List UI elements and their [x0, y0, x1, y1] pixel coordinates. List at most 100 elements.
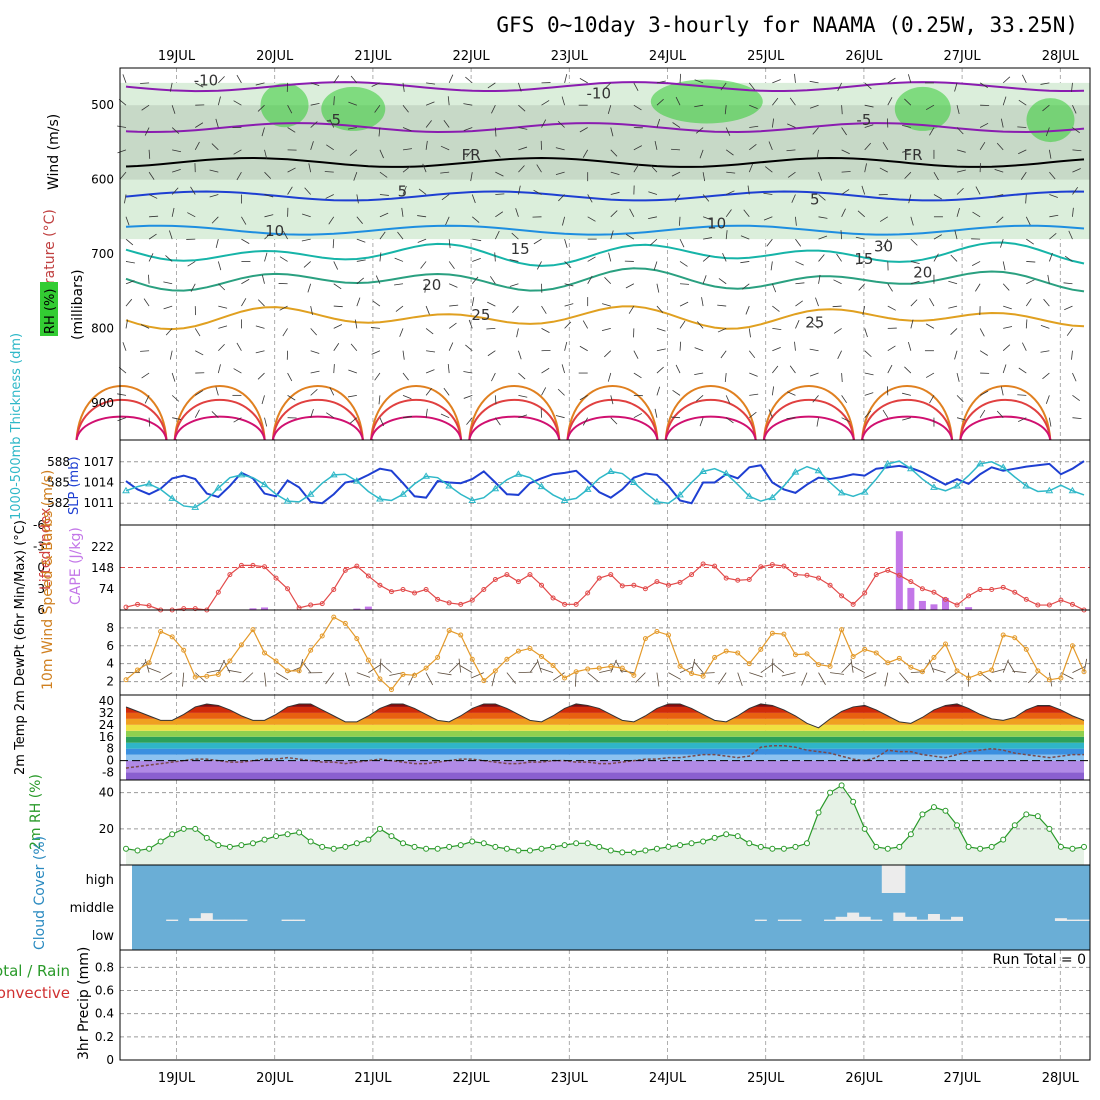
wind-barb — [1072, 127, 1080, 134]
rh-point — [573, 840, 580, 847]
lifted-index-point — [469, 597, 475, 603]
wind-barb — [425, 388, 432, 396]
wind-barb — [726, 190, 735, 195]
surface-wind-barb — [217, 659, 225, 673]
rh-point — [226, 843, 233, 850]
wind-barb — [996, 142, 1004, 151]
wind-barb — [425, 305, 430, 315]
wind-barb — [1042, 372, 1050, 380]
wind-barb — [679, 73, 682, 83]
wind-barb — [356, 297, 361, 307]
lifted-index-point — [608, 572, 614, 578]
lifted-index-point — [308, 602, 314, 608]
wind-barb — [832, 305, 842, 308]
wind-barb — [494, 395, 497, 405]
wind-barb — [1002, 364, 1007, 374]
wind-barb — [679, 283, 690, 285]
wind-barb — [379, 149, 384, 159]
wind-barb — [1018, 417, 1027, 422]
wind-barb — [629, 208, 635, 217]
wind-barb — [487, 350, 496, 357]
wind-speed-point — [735, 650, 741, 656]
contour-label: 15 — [511, 240, 530, 258]
wind-barb — [356, 277, 364, 285]
wind-barb — [119, 171, 127, 180]
wind-barb — [301, 213, 311, 218]
thickness-point — [883, 459, 892, 467]
wind-barb — [1025, 216, 1031, 226]
wind-barb — [902, 392, 911, 396]
wind-barb — [766, 238, 773, 247]
pressure-tick: 500 — [91, 98, 114, 112]
wind-barb — [518, 414, 528, 419]
wind-speed-point — [1000, 632, 1006, 638]
wind-barb — [633, 413, 642, 419]
wind-barb — [809, 348, 819, 352]
wind-barb — [954, 82, 958, 92]
wind-barb — [582, 417, 589, 426]
wind-barb — [441, 194, 450, 201]
wind-barb — [864, 392, 874, 396]
wind-barb — [141, 104, 150, 111]
wind-barb — [279, 256, 288, 262]
cloud-bar-middle — [235, 919, 248, 921]
isotherm-line — [125, 241, 1085, 267]
wind-barb — [371, 82, 381, 87]
lifted-index-point — [839, 593, 845, 599]
wind-barb — [471, 276, 479, 285]
day-label-bottom: 24JUL — [649, 1071, 687, 1086]
wind-barb — [140, 350, 150, 352]
lifted-index-point — [850, 601, 856, 607]
lifted-index-point — [642, 586, 648, 592]
rh-point — [1023, 811, 1030, 818]
wind-barb — [287, 372, 293, 382]
wind-barb — [841, 149, 850, 155]
wind-barb — [303, 261, 311, 268]
day-label-top: 20JUL — [256, 49, 294, 64]
lifted-index-point — [377, 582, 383, 588]
wind-speed-point — [412, 672, 418, 678]
wind-barb — [494, 127, 497, 137]
wind-barb — [463, 127, 473, 131]
wind-barb — [910, 216, 914, 226]
surface-wind-barb — [635, 672, 646, 683]
cloud-bar-middle — [789, 919, 802, 921]
wind-speed-point — [873, 650, 879, 656]
wind-barb — [864, 82, 872, 90]
wind-barb — [541, 119, 547, 128]
wind-speed-point — [954, 668, 960, 674]
wind-barb — [375, 275, 381, 284]
wind-barb — [633, 82, 639, 92]
wind-speed-point — [839, 627, 845, 633]
rh-point — [1000, 836, 1007, 843]
wind-barb — [233, 417, 242, 423]
wind-barb — [699, 417, 704, 427]
wind-barb — [929, 395, 935, 404]
wind-barb — [579, 345, 588, 352]
wind-speed-point — [827, 663, 833, 669]
rh-point — [469, 838, 476, 845]
wind-barb — [883, 238, 889, 248]
wind-barb — [787, 171, 796, 178]
rh-point — [526, 847, 533, 854]
day-label-top: 21JUL — [354, 49, 392, 64]
rh-point — [884, 845, 891, 852]
thickness-point — [1045, 486, 1054, 494]
lifted-index-point — [515, 579, 521, 585]
wind-barb — [310, 350, 320, 354]
rh-area — [126, 785, 1084, 865]
wind-barb — [466, 149, 473, 157]
lifted-index-point — [862, 590, 868, 596]
surface-wind-barb — [227, 669, 242, 674]
wind-barb — [902, 417, 911, 421]
contour-label: 10 — [707, 214, 726, 232]
lifted-index-point — [781, 563, 787, 569]
rh-point — [607, 847, 614, 854]
wind-barb — [310, 408, 314, 418]
lifted-index-point — [735, 577, 741, 583]
cape-bar — [364, 606, 372, 610]
wind-barb — [579, 395, 588, 401]
wind-barb — [122, 74, 127, 84]
wind-barb — [465, 344, 473, 352]
cloud-bar-middle — [858, 916, 871, 921]
